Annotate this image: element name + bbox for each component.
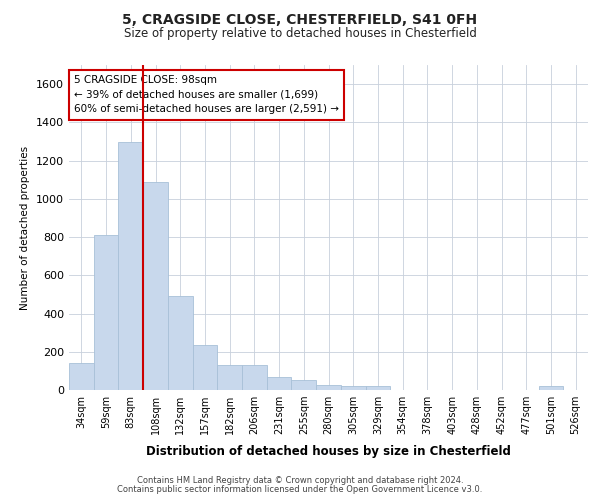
Bar	[168, 296, 193, 390]
X-axis label: Distribution of detached houses by size in Chesterfield: Distribution of detached houses by size …	[146, 446, 511, 458]
Bar	[365, 386, 390, 390]
Text: Contains public sector information licensed under the Open Government Licence v3: Contains public sector information licen…	[118, 485, 482, 494]
Bar	[539, 386, 563, 390]
Text: 5 CRAGSIDE CLOSE: 98sqm
← 39% of detached houses are smaller (1,699)
60% of semi: 5 CRAGSIDE CLOSE: 98sqm ← 39% of detache…	[74, 74, 339, 114]
Bar	[242, 365, 267, 390]
Text: Size of property relative to detached houses in Chesterfield: Size of property relative to detached ho…	[124, 28, 476, 40]
Bar	[193, 345, 217, 390]
Text: Contains HM Land Registry data © Crown copyright and database right 2024.: Contains HM Land Registry data © Crown c…	[137, 476, 463, 485]
Bar	[341, 386, 365, 390]
Y-axis label: Number of detached properties: Number of detached properties	[20, 146, 31, 310]
Bar	[292, 380, 316, 390]
Bar	[143, 182, 168, 390]
Bar	[69, 363, 94, 390]
Bar	[118, 142, 143, 390]
Text: 5, CRAGSIDE CLOSE, CHESTERFIELD, S41 0FH: 5, CRAGSIDE CLOSE, CHESTERFIELD, S41 0FH	[122, 12, 478, 26]
Bar	[217, 365, 242, 390]
Bar	[316, 384, 341, 390]
Bar	[94, 235, 118, 390]
Bar	[267, 377, 292, 390]
